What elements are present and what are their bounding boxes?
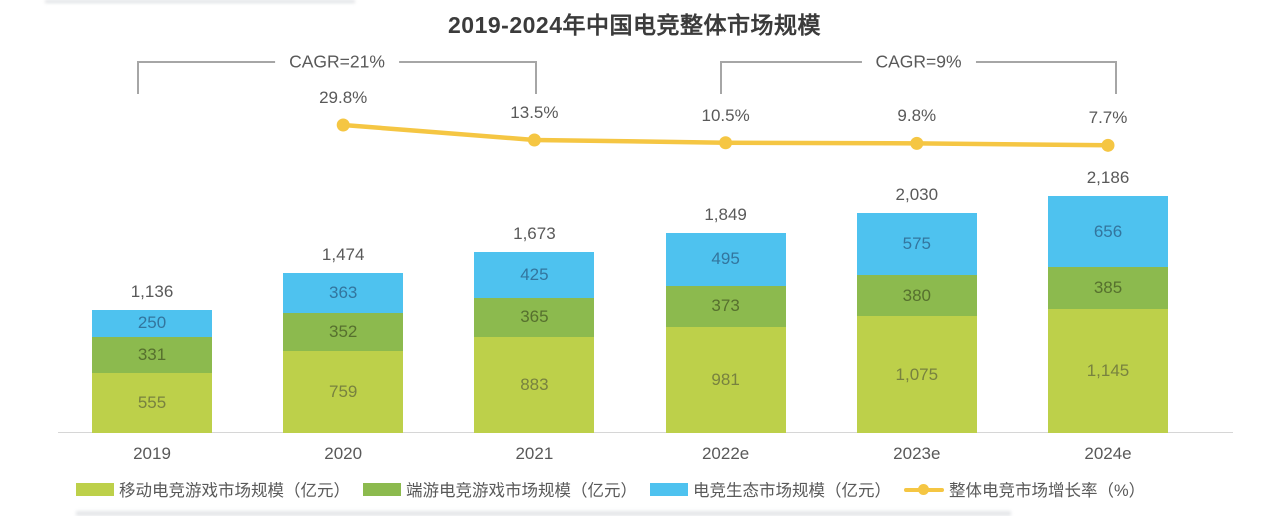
bar-segment-series3-2023e: 575 <box>856 212 977 276</box>
bar-total-label-2022e: 1,849 <box>704 204 747 224</box>
growth-rate-label-2020: 29.8% <box>319 87 368 107</box>
growth-rate-label-2022e: 10.5% <box>701 105 750 125</box>
bar-segment-series3-2022e: 495 <box>665 232 786 287</box>
bar-segment-series3-2020: 363 <box>283 273 404 313</box>
bar-segment-series2-2020: 352 <box>283 312 404 351</box>
bar-segment-series2-2021: 365 <box>474 297 595 338</box>
legend-label: 移动电竞游戏市场规模（亿元） <box>119 482 350 500</box>
growth-line-point-2023e <box>910 136 924 150</box>
bar-segment-series3-2021: 425 <box>474 251 595 298</box>
cropped-text-artifact-bottom <box>76 511 1011 516</box>
bar-total-label-2019: 1,136 <box>130 281 174 301</box>
bar-segment-series2-2024e: 385 <box>1048 267 1168 309</box>
growth-line-point-2021 <box>527 133 541 147</box>
bar-total-label-2021: 1,673 <box>513 223 556 243</box>
growth-rate-label-2024e: 7.7% <box>1088 108 1128 128</box>
bar-segment-series1-2020: 759 <box>283 350 404 433</box>
bar-segment-series1-2022e: 981 <box>665 326 786 433</box>
growth-line-point-2022e <box>719 136 733 150</box>
growth-line-point-2020 <box>336 118 350 132</box>
bar-segment-series1-2021: 883 <box>474 337 595 433</box>
x-axis-label-2021: 2021 <box>515 444 554 463</box>
x-axis-line <box>58 432 1233 433</box>
legend-label: 电竞生态市场规模（亿元） <box>693 482 891 500</box>
legend-line-dot-icon <box>904 483 944 496</box>
cropped-text-artifact-top <box>45 0 355 3</box>
x-axis-label-2023e: 2023e <box>893 444 941 463</box>
legend-swatch-icon <box>76 482 114 496</box>
x-axis-label-2020: 2020 <box>324 444 363 463</box>
legend-item-2: 端游电竞游戏市场规模（亿元） <box>363 477 637 501</box>
legend-label: 整体电竞市场增长率（%） <box>949 482 1146 500</box>
legend-label: 端游电竞游戏市场规模（亿元） <box>406 482 637 500</box>
x-axis-label-2019: 2019 <box>133 444 171 463</box>
cagr-bracket-2022-2024: CAGR=9% <box>720 51 1117 94</box>
legend: 移动电竞游戏市场规模（亿元） 端游电竞游戏市场规模（亿元） 电竞生态市场规模（亿元）… <box>76 477 1145 501</box>
bar-segment-series1-2024e: 1,145 <box>1048 308 1168 433</box>
legend-item-3: 电竞生态市场规模（亿元） <box>650 477 891 501</box>
legend-swatch-icon <box>363 482 401 496</box>
chart-title: 2019-2024年中国电竞整体市场规模 <box>448 12 821 38</box>
legend-item-4: 整体电竞市场增长率（%） <box>904 477 1145 501</box>
bar-total-label-2024e: 2,186 <box>1086 168 1130 188</box>
legend-swatch-icon <box>650 482 688 496</box>
bar-segment-series2-2022e: 373 <box>665 286 786 327</box>
growth-rate-label-2021: 13.5% <box>510 102 559 122</box>
bar-segment-series2-2023e: 380 <box>856 275 977 317</box>
cagr-right-label: CAGR=9% <box>861 51 976 73</box>
x-axis-label-2022e: 2022e <box>701 444 750 463</box>
cagr-bracket-2019-2021: CAGR=21% <box>137 51 537 94</box>
legend-item-1: 移动电竞游戏市场规模（亿元） <box>76 477 350 501</box>
bar-segment-series1-2019: 555 <box>92 372 212 433</box>
growth-line-path <box>340 122 1111 148</box>
cagr-left-label: CAGR=21% <box>275 51 399 73</box>
bar-total-label-2023e: 2,030 <box>895 184 939 204</box>
growth-rate-label-2023e: 9.8% <box>897 106 937 126</box>
bar-segment-series2-2019: 331 <box>92 336 212 373</box>
bar-segment-series3-2024e: 656 <box>1048 196 1168 268</box>
x-axis-label-2024e: 2024e <box>1084 444 1132 463</box>
bar-segment-series1-2023e: 1,075 <box>856 316 977 433</box>
growth-line-point-2024e <box>1101 138 1115 152</box>
bar-total-label-2020: 1,474 <box>321 245 365 265</box>
bar-segment-series3-2019: 250 <box>92 309 212 337</box>
